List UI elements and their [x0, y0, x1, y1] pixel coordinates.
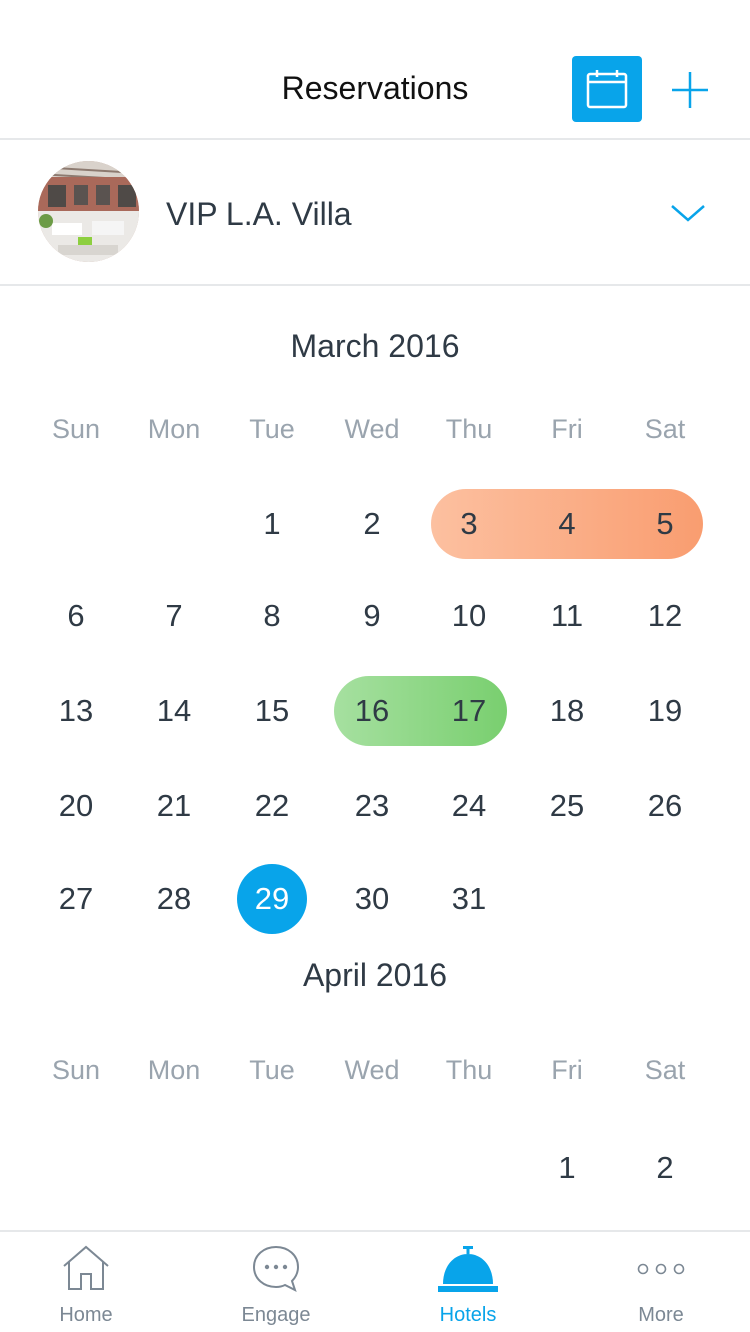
reservation-orange-range[interactable] [431, 489, 703, 559]
calendar-day[interactable]: 29 [254, 881, 290, 916]
month-title: March 2016 [290, 328, 460, 364]
reservation-green-range[interactable] [334, 676, 507, 746]
weekday-header: Tue [249, 1055, 295, 1085]
weekday-header: Fri [551, 1055, 583, 1085]
chat-bubble-icon [252, 1245, 300, 1292]
calendar-day[interactable]: 19 [647, 693, 683, 728]
calendar-day[interactable]: 23 [354, 788, 390, 823]
add-reservation-button[interactable] [668, 68, 712, 112]
chevron-down-icon[interactable] [668, 198, 708, 228]
weekday-header: Wed [344, 1055, 400, 1085]
tab-label: Hotels [439, 1304, 497, 1326]
weekday-header: Thu [445, 1055, 493, 1085]
calendar-day[interactable]: 11 [550, 598, 584, 633]
weekday-header: Mon [147, 1055, 201, 1085]
property-photo [38, 161, 139, 262]
more-dots-icon [637, 1263, 685, 1275]
today-indicator [237, 864, 307, 934]
calendar-day[interactable]: 1 [558, 1150, 576, 1185]
weekday-header: Fri [551, 414, 583, 444]
calendar-day[interactable]: 15 [254, 693, 290, 728]
weekday-header: Sun [51, 414, 101, 444]
bottom-tab-bar: Home Engage Hotels More [0, 1230, 750, 1330]
calendar-day[interactable]: 8 [263, 598, 281, 633]
calendar-day[interactable]: 30 [354, 881, 390, 916]
weekday-header: Wed [344, 414, 400, 444]
property-name: VIP L.A. Villa [166, 196, 352, 232]
calendar-day[interactable]: 2 [363, 506, 381, 541]
calendar-day[interactable]: 24 [451, 788, 487, 823]
tab-label: More [638, 1304, 684, 1326]
property-selector[interactable]: VIP L.A. Villa [0, 140, 750, 286]
calendar-icon [586, 70, 628, 109]
calendar-day[interactable]: 27 [58, 881, 94, 916]
weekday-header: Thu [445, 414, 493, 444]
calendar-day[interactable]: 26 [647, 788, 683, 823]
calendar-day[interactable]: 20 [58, 788, 94, 823]
calendar-day[interactable]: 13 [58, 693, 94, 728]
calendar-view-button[interactable] [572, 56, 642, 122]
weekday-header: Sat [644, 414, 686, 444]
tab-engage[interactable]: Engage [196, 1232, 356, 1332]
tab-label: Engage [241, 1304, 311, 1326]
calendar-day[interactable]: 5 [656, 506, 674, 541]
tab-home[interactable]: Home [6, 1232, 166, 1332]
weekday-header: Mon [147, 414, 201, 444]
calendar-day[interactable]: 4 [558, 506, 576, 541]
calendar-day[interactable]: 9 [363, 598, 381, 633]
top-nav-bar: Reservations [0, 0, 750, 140]
calendar-day[interactable]: 12 [647, 598, 683, 633]
page-title: Reservations [281, 70, 469, 106]
calendar-day[interactable]: 7 [165, 598, 183, 633]
tab-label: Home [59, 1304, 113, 1326]
service-bell-icon [438, 1246, 498, 1292]
weekday-header: Sat [644, 1055, 686, 1085]
calendar-day[interactable]: 31 [451, 881, 487, 916]
calendar-day[interactable]: 2 [656, 1150, 674, 1185]
calendar-day[interactable]: 16 [354, 693, 390, 728]
calendar-day[interactable]: 22 [254, 788, 290, 823]
weekday-header: Sun [51, 1055, 101, 1085]
calendar-day[interactable]: 3 [460, 506, 478, 541]
calendar-day[interactable]: 18 [549, 693, 585, 728]
calendar-day[interactable]: 1 [263, 506, 281, 541]
calendar-day[interactable]: 28 [156, 881, 192, 916]
month-title: April 2016 [302, 957, 448, 993]
calendar-day[interactable]: 21 [156, 788, 192, 823]
calendar-day[interactable]: 14 [156, 693, 192, 728]
calendar-day[interactable]: 25 [549, 788, 585, 823]
calendar-day[interactable]: 10 [451, 598, 487, 633]
calendar-day[interactable]: 17 [451, 693, 487, 728]
home-icon [63, 1245, 109, 1290]
plus-icon [672, 72, 708, 108]
tab-hotels[interactable]: Hotels [388, 1232, 548, 1332]
weekday-header: Tue [249, 414, 295, 444]
calendar-day[interactable]: 6 [67, 598, 85, 633]
tab-more[interactable]: More [581, 1232, 741, 1332]
